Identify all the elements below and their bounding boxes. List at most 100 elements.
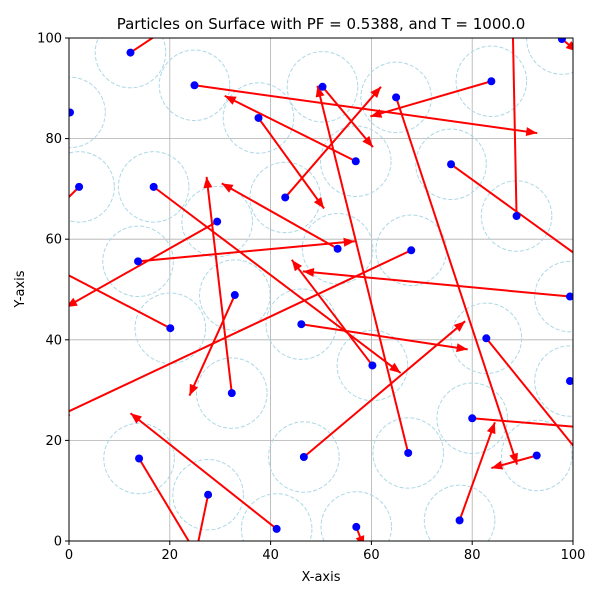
particle-point [69,108,75,117]
particle-boundary-circle [181,185,253,258]
velocity-arrow [485,337,573,447]
velocity-arrow [321,86,374,148]
y-tick-label: 20 [45,434,62,449]
y-axis-label: Y-axis [13,270,28,308]
velocity-arrow-head [224,95,237,105]
particle-boundary-circle [69,151,115,223]
particle-boundary-circle [336,329,409,402]
velocity-arrow [257,117,325,210]
particle-point [190,81,199,90]
velocity-arrow [69,220,218,307]
particle-point [352,522,361,531]
particle-boundary-circle [172,459,244,531]
velocity-arrow [511,38,518,217]
x-tick-label: 60 [363,548,380,563]
x-tick-label: 40 [262,548,279,563]
velocity-arrow [302,270,571,298]
y-tick-label: 0 [54,535,62,550]
velocity-arrow [303,320,466,458]
particle-boundary-circle [268,421,340,493]
particle-boundary-circle [286,51,359,123]
velocity-arrow [221,182,339,250]
particle-point [126,48,135,57]
particle-point [512,212,521,221]
particle-point [134,257,143,266]
particle-boundary-circle [222,82,295,154]
velocity-arrow-head [370,109,383,118]
particle-point [230,291,239,300]
velocity-arrow-head [189,383,199,396]
particle-boundary-circle [372,417,444,489]
velocity-arrow [301,323,468,351]
velocity-arrow [316,85,410,454]
velocity-arrow [129,38,155,54]
velocity-arrow-head [313,196,325,209]
particle-point [368,361,377,370]
y-tick-label: 80 [45,132,62,147]
particle-boundary-circle [199,259,271,331]
particle-point [281,193,290,202]
axis-ticks: 0 20 40 60 80 100 0 20 40 60 80 100 [37,32,585,564]
plot-area [69,38,573,541]
particle-boundary-circle [240,493,313,541]
particle-boundary-circle [534,345,573,417]
velocity-arrow-head [69,297,78,307]
velocity-arrow-head [315,85,325,98]
velocity-arrow-head [291,259,303,272]
particle-point [557,38,566,44]
velocity-arrow [69,274,171,330]
particle-point [299,452,308,461]
velocity-arrow [188,294,236,397]
x-tick-label: 80 [464,548,481,563]
y-tick-label: 100 [37,32,62,47]
particle-point [204,490,213,499]
velocity-arrow [137,240,355,263]
particle-point [272,524,281,533]
particle-point [166,324,175,333]
velocity-arrow-head [565,41,573,51]
velocity-arrow-head [343,237,355,247]
velocity-arrow [395,97,519,465]
particle-point [565,292,573,301]
chart-title: Particles on Surface with PF = 0.5388, a… [117,15,526,33]
x-tick-label: 20 [162,548,179,563]
axes-frame [68,37,574,542]
velocity-arrow-head [453,321,466,332]
velocity-arrow [370,80,492,118]
velocity-arrow-head [389,362,401,373]
velocity-arrow-head [203,176,213,189]
velocity-arrow-head [456,343,468,353]
particle-point [213,217,222,226]
particle-point [297,320,306,329]
particle-point [227,389,236,398]
velocity-arrow-head [491,460,504,470]
particle-point [407,246,416,255]
velocity-arrow-head [355,535,365,541]
particle-boundary-circle [320,491,393,541]
particle-point [447,160,456,169]
particle-point [468,414,477,423]
particle-point [482,334,491,343]
particle-point [318,82,327,91]
particle-point [149,182,158,191]
velocity-arrow [138,457,190,541]
velocity-arrow [284,86,382,199]
particle-boundary-circle [534,260,573,333]
velocity-arrow [153,186,402,374]
particle-point [455,516,464,525]
velocity-arrow-head [302,267,315,277]
particle-boundary-circle [249,161,321,234]
y-tick-label: 40 [45,333,62,348]
velocity-arrow [69,249,412,413]
x-tick-label: 100 [561,548,586,563]
velocity-arrow-head [370,86,381,99]
particle-boundary-circle [117,151,190,223]
particle-point [392,93,401,102]
particle-point [333,244,342,253]
velocity-arrow-head [130,413,142,424]
x-axis-label: X-axis [302,570,341,585]
y-tick-label: 60 [45,233,62,248]
particle-point [351,157,360,166]
